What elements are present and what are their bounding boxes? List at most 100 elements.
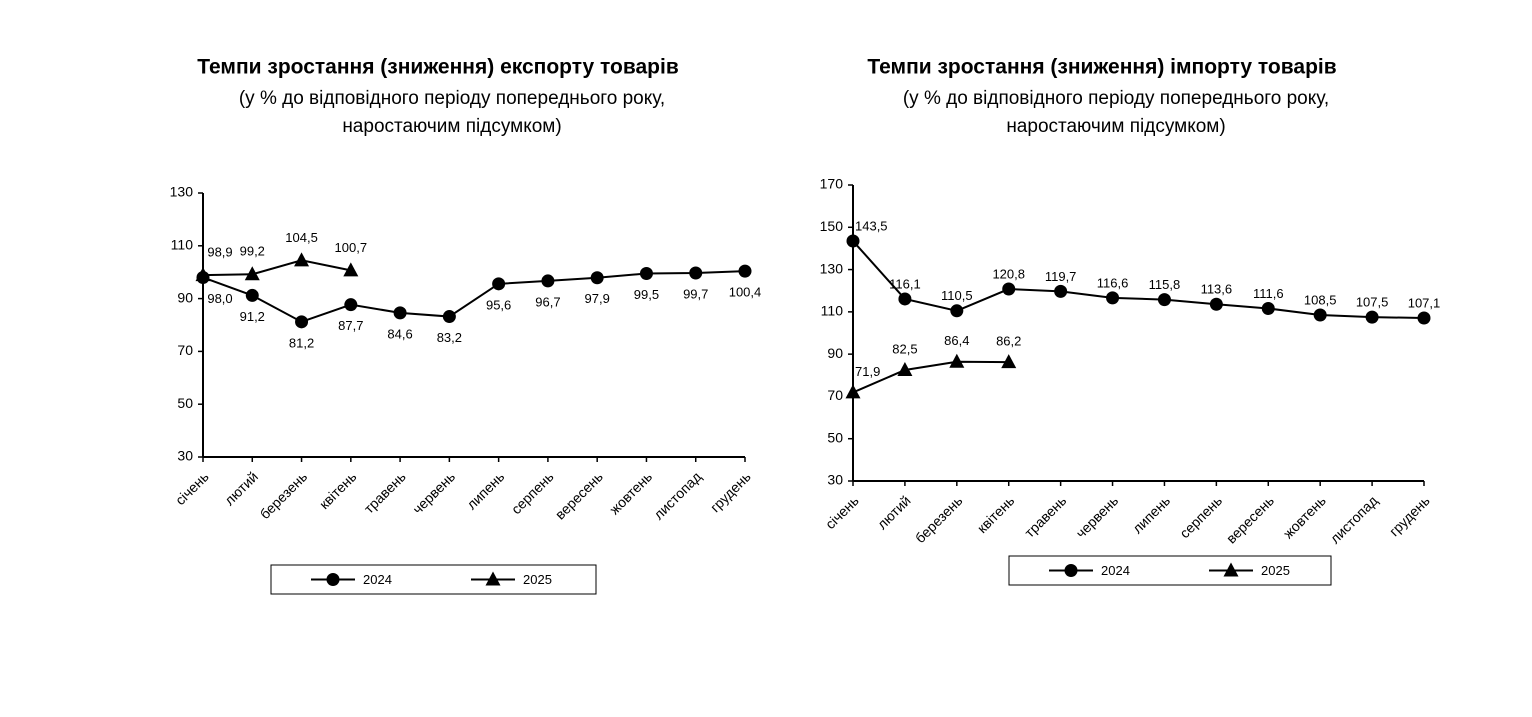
point	[442, 310, 456, 324]
point	[949, 353, 965, 368]
point	[541, 274, 555, 288]
chart-subtitle: наростаючим підсумком)	[1006, 116, 1225, 137]
data-label: 115,8	[1149, 277, 1181, 292]
point	[639, 267, 653, 281]
data-label: 107,5	[1356, 295, 1389, 310]
point	[1001, 354, 1017, 369]
y-tick-label: 130	[820, 260, 844, 276]
data-label: 82,5	[892, 341, 917, 356]
x-tick-label: вересень	[1223, 492, 1277, 546]
data-label: 116,1	[889, 276, 921, 291]
data-label: 91,2	[240, 309, 265, 324]
point	[897, 362, 913, 376]
x-tick-label: жовтень	[606, 468, 655, 517]
data-label: 119,7	[1045, 269, 1077, 284]
point	[1261, 301, 1275, 315]
point	[1417, 311, 1431, 325]
point	[295, 315, 309, 329]
data-label: 83,2	[437, 330, 462, 345]
series-line	[202, 259, 352, 277]
legend-marker	[1064, 564, 1078, 577]
point	[898, 292, 912, 306]
chart-subtitle: наростаючим підсумком)	[342, 116, 561, 137]
legend-marker	[1223, 562, 1239, 577]
x-tick-label: вересень	[552, 468, 606, 522]
point	[689, 266, 703, 280]
data-label: 87,7	[338, 318, 363, 333]
point	[195, 267, 211, 282]
x-tick-label: червень	[409, 468, 458, 517]
x-tick-label: січень	[172, 468, 212, 508]
series-line	[852, 240, 1425, 319]
x-tick-label: серпень	[508, 468, 557, 517]
point	[1209, 297, 1223, 311]
y-tick-label: 170	[820, 176, 844, 192]
data-label: 99,2	[240, 244, 265, 259]
point	[738, 264, 752, 278]
y-tick-label: 90	[827, 345, 843, 361]
y-tick-label: 90	[177, 289, 193, 305]
data-label: 107,1	[1408, 295, 1441, 310]
legend-box	[270, 564, 597, 595]
point	[1106, 291, 1120, 305]
point	[245, 288, 259, 302]
series-line	[202, 270, 746, 323]
point	[950, 304, 964, 318]
x-tick-label: лютий	[874, 492, 914, 532]
y-tick-label: 50	[827, 429, 843, 445]
data-label: 108,5	[1304, 292, 1337, 307]
x-tick-label: січень	[822, 492, 862, 532]
data-label: 100,4	[729, 285, 762, 300]
point	[294, 252, 310, 267]
point	[492, 277, 506, 291]
point	[1313, 308, 1327, 322]
point	[344, 298, 358, 312]
data-label: 100,7	[335, 240, 368, 255]
point	[343, 262, 359, 277]
chart-title: Темпи зростання (зниження) експорту това…	[197, 56, 679, 79]
data-label: 97,9	[585, 291, 610, 306]
x-tick-label: березень	[257, 468, 311, 522]
y-tick-label: 130	[170, 184, 194, 200]
y-tick-label: 30	[177, 448, 193, 464]
y-tick-label: 110	[171, 237, 194, 253]
data-label: 96,7	[535, 294, 560, 309]
data-label: 86,2	[996, 334, 1021, 349]
data-label: 81,2	[289, 335, 314, 350]
point	[590, 271, 604, 285]
data-label: 116,6	[1097, 275, 1129, 290]
data-label: 86,4	[944, 333, 969, 348]
chart-subtitle: (у % до відповідного періоду попередньог…	[903, 88, 1329, 109]
point	[1054, 284, 1068, 298]
legend-box	[1008, 555, 1332, 586]
x-tick-label: квітень	[316, 468, 360, 512]
data-label: 120,8	[992, 266, 1025, 281]
y-tick-label: 70	[177, 342, 193, 358]
legend-label: 2025	[1261, 563, 1290, 578]
data-label: 99,7	[683, 286, 708, 301]
x-tick-label: травень	[1021, 492, 1069, 540]
data-label: 98,9	[207, 245, 232, 260]
point	[845, 384, 861, 399]
legend-marker	[485, 571, 501, 586]
point	[244, 266, 260, 281]
data-label: 95,6	[486, 297, 511, 312]
legend-label: 2025	[523, 572, 552, 587]
y-tick-label: 110	[821, 303, 844, 319]
data-label: 143,5	[855, 218, 888, 233]
data-label: 110,5	[941, 288, 973, 303]
point	[846, 234, 860, 248]
x-tick-label: березень	[912, 492, 966, 546]
point	[1157, 293, 1171, 307]
legend-marker	[326, 573, 340, 586]
data-label: 113,6	[1201, 282, 1233, 297]
legend-label: 2024	[363, 572, 392, 587]
series-line	[852, 360, 1009, 394]
y-tick-label: 30	[827, 472, 843, 488]
x-tick-label: серпень	[1176, 492, 1225, 541]
x-tick-label: листопад	[650, 468, 704, 522]
data-label: 71,9	[855, 364, 880, 379]
x-tick-label: грудень	[1386, 492, 1433, 539]
chart-title: Темпи зростання (зниження) імпорту товар…	[867, 56, 1336, 79]
chart-subtitle: (у % до відповідного періоду попередньог…	[239, 88, 665, 109]
